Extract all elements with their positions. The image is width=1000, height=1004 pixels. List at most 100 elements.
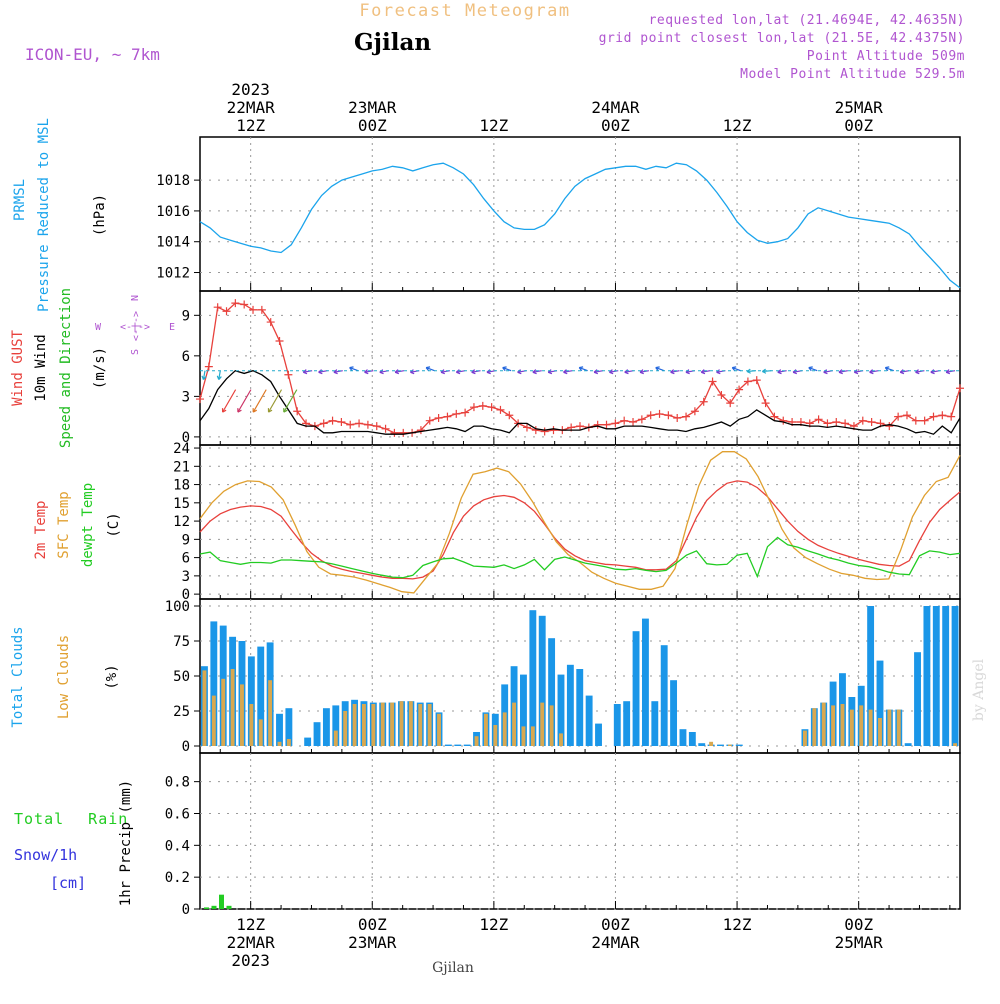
panel-2: 0 3 6 9 12 15 18 21 24 xyxy=(173,441,961,603)
wind-arrow xyxy=(655,367,665,372)
svg-text:Low Clouds: Low Clouds xyxy=(56,635,72,719)
ytick-label: 9 xyxy=(182,308,190,324)
panel-3: 0 25 50 75 100 xyxy=(165,598,961,755)
compass-legend: N W <-|-> E <-|-> S xyxy=(95,295,175,355)
gust-marker xyxy=(902,411,911,420)
svg-text:Speed and Direction: Speed and Direction xyxy=(58,288,74,448)
bar-low-clouds xyxy=(221,678,226,746)
gust-marker xyxy=(196,395,204,404)
gust-marker xyxy=(372,422,381,431)
time-label-top: 00Z xyxy=(358,116,387,135)
bar-low-clouds xyxy=(437,713,441,746)
wind-arrow-head xyxy=(455,369,461,375)
time-label-top: 12Z xyxy=(723,116,752,135)
time-label-bottom: 12Z xyxy=(236,915,265,934)
gust-marker xyxy=(381,424,390,433)
gust-marker xyxy=(240,300,249,309)
gust-marker xyxy=(867,418,876,427)
bar-low-clouds xyxy=(427,704,432,746)
location-title: Gjilan xyxy=(354,29,431,56)
bar-total-clouds xyxy=(548,638,556,746)
bar-low-clouds xyxy=(727,744,732,746)
gust-marker xyxy=(452,409,461,418)
panel-1: 0 3 6 9 xyxy=(182,290,964,446)
bar-total-clouds xyxy=(520,674,527,746)
ytick-label: 0 xyxy=(182,430,190,446)
svg-text:(%): (%) xyxy=(104,664,120,689)
time-label-top: 22MAR xyxy=(227,98,276,117)
wind-arrow xyxy=(869,370,879,373)
time-label-top: 00Z xyxy=(844,116,873,135)
bar-low-clouds xyxy=(849,709,854,746)
gust-marker xyxy=(947,412,956,421)
bar-low-clouds xyxy=(408,701,413,746)
bar-low-clouds xyxy=(362,704,366,746)
gust-marker xyxy=(593,420,602,429)
wind-arrow-head xyxy=(808,366,813,372)
bar-total-clouds xyxy=(557,674,565,746)
compass-n: N xyxy=(130,295,141,301)
svg-text:dewpt Temp: dewpt Temp xyxy=(80,483,96,567)
series-dewpt-temp xyxy=(199,536,961,579)
time-label-bottom: 2023 xyxy=(231,951,270,970)
series-10m-wind xyxy=(199,369,961,435)
gust-marker xyxy=(319,419,328,428)
precip-ylabel: Total Rain Snow/1h [cm] 1hr Precip (mm) xyxy=(14,780,134,906)
wind-arrow-head xyxy=(899,369,905,375)
time-label-top: 24MAR xyxy=(591,98,640,117)
wind-arrow xyxy=(885,367,894,372)
wind-arrow xyxy=(639,370,649,373)
bar-total-clouds xyxy=(670,680,678,746)
model-label: ICON-EU, ~ 7km xyxy=(25,45,160,64)
svg-text:2m Temp: 2m Temp xyxy=(33,500,49,559)
bar-low-clouds xyxy=(333,730,338,746)
wind-arrow xyxy=(777,370,787,373)
gust-marker xyxy=(673,413,682,422)
bar-total-clouds xyxy=(932,606,940,746)
svg-text:PRMSL: PRMSL xyxy=(12,179,28,221)
gust-marker xyxy=(858,416,867,425)
gust-marker xyxy=(576,422,584,431)
requested-coords: requested lon,lat (21.4694E, 42.4635N) xyxy=(649,13,965,28)
wind-arrow xyxy=(502,367,512,372)
series-pressure xyxy=(199,162,961,289)
wind-arrow-head xyxy=(593,369,599,375)
time-label-bottom: 22MAR xyxy=(227,933,276,952)
bar-total-clouds xyxy=(632,631,640,746)
gust-marker xyxy=(690,407,699,416)
time-label-top: 00Z xyxy=(601,116,630,135)
bar-total-clouds xyxy=(304,737,312,746)
ytick-label: 1018 xyxy=(156,173,190,189)
time-label-top: 2023 xyxy=(231,80,270,99)
ytick-label: 15 xyxy=(173,496,190,512)
gust-marker xyxy=(646,411,655,420)
bar-low-clouds xyxy=(878,718,882,746)
bar-low-clouds xyxy=(840,704,845,746)
time-label-bottom: 12Z xyxy=(479,915,508,934)
bar-total-clouds xyxy=(247,656,255,746)
wind-arrow xyxy=(701,370,711,373)
wind-arrow-head xyxy=(945,369,951,375)
gust-marker xyxy=(629,418,638,427)
bar-low-clouds xyxy=(418,704,423,746)
wind-arrow-head xyxy=(869,369,874,375)
ytick-label: 12 xyxy=(173,514,190,530)
gust-marker xyxy=(726,399,735,408)
wind-arrow-head xyxy=(777,369,782,375)
bar-low-clouds xyxy=(483,713,488,746)
gust-marker xyxy=(434,413,443,422)
bar-low-clouds xyxy=(549,705,554,746)
gust-marker xyxy=(204,362,213,371)
gust-marker xyxy=(416,426,425,435)
wind-arrow-head xyxy=(502,366,507,372)
bar-total-clouds xyxy=(651,701,659,746)
wind-arrow xyxy=(395,370,405,373)
wind-ylabel: Wind GUST 10m Wind Speed and Direction (… xyxy=(10,288,108,448)
ytick-label: 0 xyxy=(182,587,190,603)
bar-low-clouds xyxy=(493,725,498,746)
bar-low-clouds xyxy=(953,743,957,746)
compass-e: E xyxy=(169,322,175,333)
time-label-bottom: 23MAR xyxy=(348,933,397,952)
